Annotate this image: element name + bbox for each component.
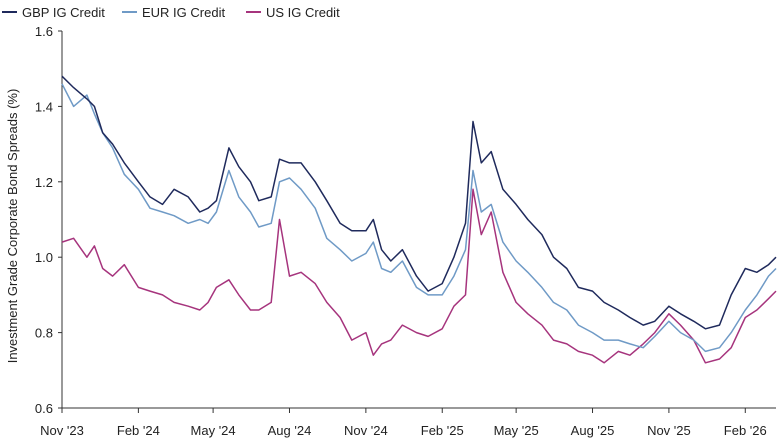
y-tick-label: 1.6 xyxy=(35,24,53,39)
x-axis: Nov '23 Feb '24 May '24 Aug '24 Nov '24 Feb '… xyxy=(40,407,776,438)
x-tick-label: Nov '23 xyxy=(40,423,84,438)
legend-label: US IG Credit xyxy=(266,5,340,20)
series-line-eur-ig-credit xyxy=(61,83,777,353)
x-tick-label: Feb '25 xyxy=(421,423,464,438)
x-tick-label: May '24 xyxy=(191,423,236,438)
x-tick-label: Aug '24 xyxy=(268,423,312,438)
legend-label: GBP IG Credit xyxy=(22,5,105,20)
x-tick-label: Feb '24 xyxy=(117,423,160,438)
y-tick-label: 0.8 xyxy=(35,326,53,341)
y-tick-label: 0.6 xyxy=(35,401,53,416)
legend: GBP IG Credit EUR IG Credit US IG Credit xyxy=(2,5,340,20)
legend-label: EUR IG Credit xyxy=(142,5,225,20)
y-axis-title: Investment Grade Corporate Bond Spreads … xyxy=(5,89,20,364)
y-tick-label: 1.0 xyxy=(35,250,53,265)
series-line-gbp-ig-credit xyxy=(61,75,777,330)
x-tick-label: Aug '25 xyxy=(571,423,615,438)
series-line-us-ig-credit xyxy=(61,188,777,364)
x-tick-label: May '25 xyxy=(494,423,539,438)
series-layer xyxy=(61,75,777,364)
x-tick-label: Nov '24 xyxy=(344,423,388,438)
x-tick-label: Nov '25 xyxy=(647,423,691,438)
y-tick-label: 1.2 xyxy=(35,175,53,190)
y-tick-label: 1.4 xyxy=(35,99,53,114)
x-tick-label: Feb '26 xyxy=(724,423,767,438)
y-axis: 0.6 0.8 1.0 1.2 1.4 1.6 xyxy=(35,24,63,416)
